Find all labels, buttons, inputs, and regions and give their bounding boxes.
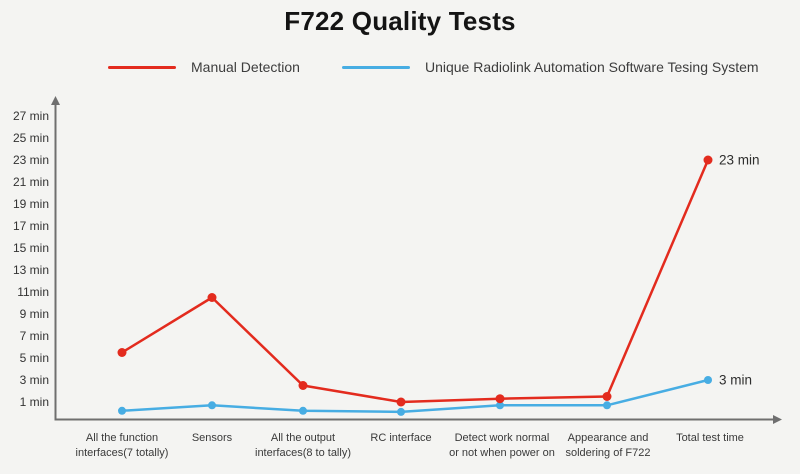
data-point — [704, 376, 712, 384]
data-point — [299, 406, 307, 415]
x-axis-arrowhead — [773, 415, 782, 424]
series-end-label: 23 min — [719, 153, 760, 168]
y-tick-label: 23 min — [13, 153, 49, 167]
data-point — [703, 155, 713, 165]
legend: Manual Detection Unique Radiolink Automa… — [108, 59, 759, 75]
x-axis-label: Total test time — [676, 432, 744, 444]
data-point — [603, 401, 611, 410]
data-point — [298, 381, 308, 390]
data-point — [602, 392, 612, 401]
legend-line-swatch-blue — [341, 65, 410, 69]
y-tick-label: 17 min — [13, 219, 49, 233]
y-tick-label: 5 min — [20, 351, 49, 365]
y-tick-label: 3 min — [20, 373, 49, 387]
legend-line-swatch-red — [108, 65, 176, 69]
x-axis-label: Appearance and soldering of F722 — [566, 432, 651, 459]
x-axis-label: All the output interfaces(8 to tally) — [255, 432, 351, 459]
data-point — [207, 293, 217, 302]
y-axis-arrowhead — [51, 96, 60, 105]
y-tick-label: 11min — [17, 285, 49, 299]
x-axis-label: All the function interfaces(7 totally) — [76, 432, 169, 459]
data-point — [495, 394, 505, 404]
data-point — [397, 407, 405, 416]
series-end-label: 3 min — [719, 373, 752, 388]
x-axis-label: Detect work normal or not when power on — [449, 432, 555, 459]
y-tick-label: 13 min — [13, 263, 49, 277]
y-tick-label: 7 min — [20, 329, 49, 343]
chart-title: F722 Quality Tests — [284, 6, 516, 36]
y-tick-label: 21 min — [13, 175, 49, 189]
legend-item-automation-system: Unique Radiolink Automation Software Tes… — [341, 59, 759, 75]
data-point — [117, 348, 127, 357]
y-tick-label: 19 min — [13, 197, 49, 211]
y-tick-label: 15 min — [13, 241, 49, 255]
data-point — [208, 401, 216, 410]
x-axis-label: Sensors — [192, 432, 233, 444]
series-line-manual-detection — [120, 158, 710, 404]
legend-label-manual-detection: Manual Detection — [191, 59, 300, 75]
data-point — [396, 397, 406, 407]
x-axis-label: RC interface — [370, 432, 431, 444]
legend-label-automation-system: Unique Radiolink Automation Software Tes… — [424, 59, 759, 75]
legend-item-manual-detection: Manual Detection — [108, 59, 300, 75]
data-point — [496, 401, 504, 410]
y-tick-label: 27 min — [13, 109, 49, 123]
y-tick-label: 1 min — [20, 395, 49, 409]
data-point — [118, 406, 126, 415]
y-tick-label: 25 min — [13, 131, 49, 145]
y-tick-label: 9 min — [20, 307, 49, 321]
